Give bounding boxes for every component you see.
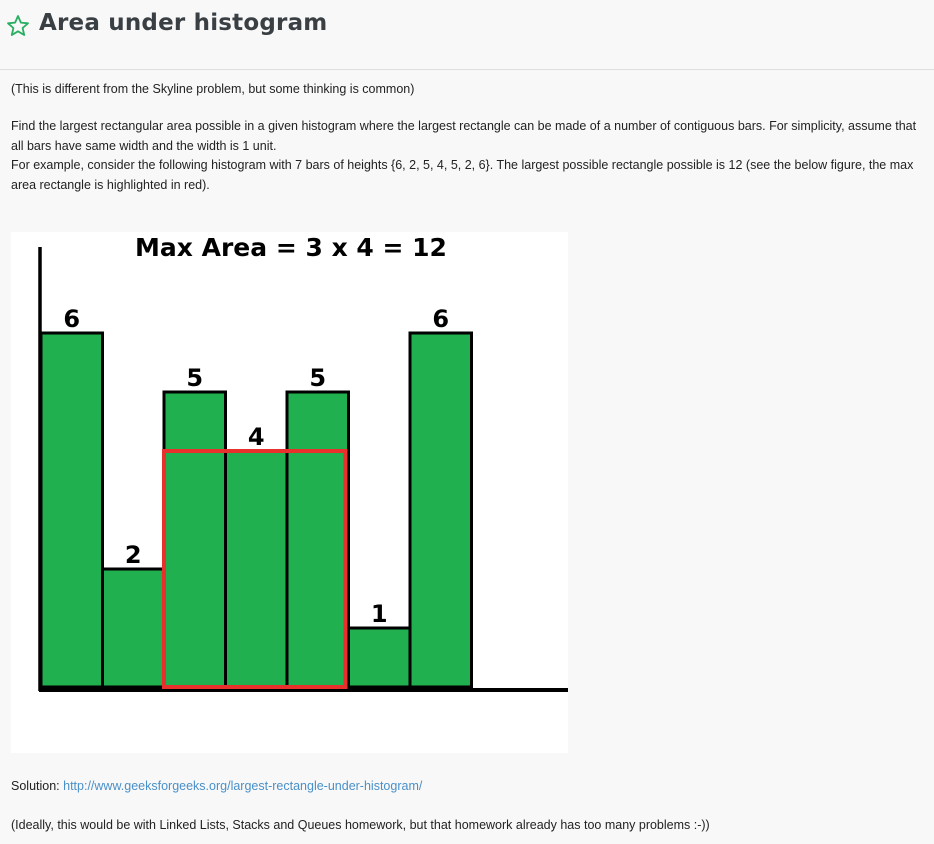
- bar-value-label: 4: [248, 423, 265, 451]
- solution-link[interactable]: http://www.geeksforgeeks.org/largest-rec…: [63, 779, 423, 793]
- bar-value-label: 5: [309, 364, 326, 392]
- bar-value-label: 5: [186, 364, 203, 392]
- chart-title: Max Area = 3 x 4 = 12: [135, 233, 447, 262]
- intro-note: (This is different from the Skyline prob…: [11, 82, 415, 96]
- histogram-figure: Max Area = 3 x 4 = 12 6 2 5 4 5 1 6: [11, 232, 568, 753]
- star-icon[interactable]: [6, 14, 30, 38]
- page-header: Area under histogram: [0, 0, 934, 70]
- problem-description: Find the largest rectangular area possib…: [11, 117, 926, 195]
- description-paragraph-2: For example, consider the following hist…: [11, 158, 914, 192]
- bar-value-label: 6: [63, 305, 80, 333]
- histogram-bar: [162, 390, 227, 689]
- bar-value-label: 2: [125, 541, 142, 569]
- bar-value-label: 6: [432, 305, 449, 333]
- histogram-chart: Max Area = 3 x 4 = 12 6 2 5 4 5 1 6: [38, 233, 568, 692]
- max-area-highlight: [162, 449, 348, 689]
- histogram-bar: [101, 567, 166, 689]
- histogram-bar: [39, 331, 104, 689]
- histogram-bar: [224, 449, 289, 689]
- bar-value-label: 1: [371, 600, 388, 628]
- histogram-bar: [408, 331, 473, 689]
- solution-line: Solution: http://www.geeksforgeeks.org/l…: [11, 777, 422, 797]
- solution-label: Solution:: [11, 779, 64, 793]
- histogram-bar: [347, 626, 412, 689]
- footer-note: (Ideally, this would be with Linked List…: [11, 818, 710, 832]
- page-title: Area under histogram: [39, 10, 328, 36]
- histogram-bar: [285, 390, 350, 689]
- description-paragraph-1: Find the largest rectangular area possib…: [11, 119, 917, 153]
